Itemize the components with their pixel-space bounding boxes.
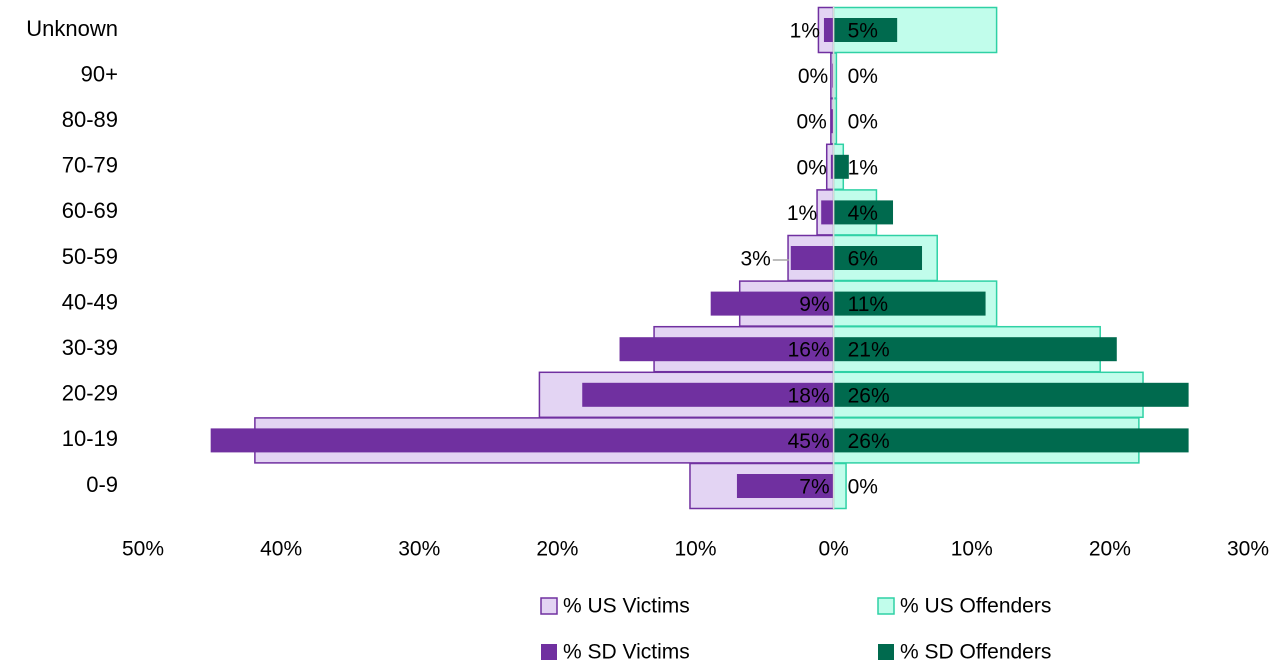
y-tick-label: 40-49 bbox=[62, 289, 118, 314]
data-label: 1% bbox=[790, 20, 820, 43]
x-tick-label: 20% bbox=[536, 538, 578, 561]
data-label: 18% bbox=[788, 384, 830, 407]
data-label: 16% bbox=[788, 339, 830, 362]
data-label: 0% bbox=[798, 65, 828, 88]
data-label: 1% bbox=[787, 202, 817, 225]
y-tick-label: 20-29 bbox=[62, 381, 118, 406]
x-tick-label: 50% bbox=[122, 538, 164, 561]
legend-swatch bbox=[540, 597, 558, 615]
y-tick-label: 70-79 bbox=[62, 153, 118, 178]
data-label: 1% bbox=[848, 156, 878, 179]
legend-label: % SD Offenders bbox=[900, 641, 1051, 664]
data-label: 0% bbox=[848, 65, 878, 88]
y-tick-label: Unknown bbox=[26, 16, 118, 41]
bar bbox=[833, 291, 986, 316]
legend-swatch bbox=[877, 597, 895, 615]
bar bbox=[833, 382, 1189, 407]
bar bbox=[710, 291, 834, 316]
bar bbox=[833, 337, 1117, 362]
bar bbox=[823, 18, 834, 42]
data-label: 6% bbox=[848, 248, 878, 271]
y-tick-label: 80-89 bbox=[62, 107, 118, 132]
bar bbox=[830, 154, 834, 179]
data-label: 0% bbox=[797, 156, 827, 179]
y-tick-label: 30-39 bbox=[62, 335, 118, 360]
bar bbox=[833, 200, 894, 225]
bar bbox=[833, 18, 898, 42]
bar bbox=[582, 382, 834, 407]
data-label: 0% bbox=[797, 111, 827, 134]
bar bbox=[210, 428, 834, 453]
data-label: 7% bbox=[799, 476, 829, 499]
x-tick-label: 0% bbox=[818, 538, 848, 561]
legend-label: % SD Victims bbox=[563, 641, 690, 664]
y-tick-label: 90+ bbox=[81, 61, 118, 86]
bar bbox=[790, 246, 834, 270]
y-tick-label: 50-59 bbox=[62, 244, 118, 269]
data-label: 9% bbox=[799, 293, 829, 316]
x-tick-label: 30% bbox=[398, 538, 440, 561]
y-tick-label: 10-19 bbox=[62, 426, 118, 451]
y-tick-label: 60-69 bbox=[62, 198, 118, 223]
bar bbox=[833, 246, 923, 270]
bar bbox=[736, 474, 834, 498]
legend-swatch bbox=[541, 644, 557, 660]
bar bbox=[832, 462, 847, 510]
x-tick-label: 40% bbox=[260, 538, 302, 561]
data-label: 11% bbox=[848, 293, 888, 316]
legend-label: % US Victims bbox=[563, 595, 690, 618]
bar bbox=[830, 109, 834, 134]
legend-label: % US Offenders bbox=[900, 595, 1051, 618]
data-label: 21% bbox=[848, 339, 890, 362]
bar bbox=[619, 337, 834, 362]
legend-swatch bbox=[878, 644, 894, 660]
x-tick-label: 20% bbox=[1089, 538, 1131, 561]
x-tick-label: 10% bbox=[951, 538, 993, 561]
data-label: 3% bbox=[740, 248, 770, 271]
y-tick-label: 0-9 bbox=[86, 472, 118, 497]
data-label: 5% bbox=[848, 20, 878, 43]
data-label: 26% bbox=[848, 384, 890, 407]
data-label: 0% bbox=[848, 476, 878, 499]
bar bbox=[821, 200, 834, 225]
data-label: 26% bbox=[848, 430, 890, 453]
data-label: 0% bbox=[848, 111, 878, 134]
x-tick-label: 30% bbox=[1227, 538, 1269, 561]
bar bbox=[833, 428, 1189, 453]
data-label: 4% bbox=[848, 202, 878, 225]
x-tick-label: 10% bbox=[674, 538, 716, 561]
bar bbox=[833, 154, 849, 179]
data-label: 45% bbox=[788, 430, 830, 453]
